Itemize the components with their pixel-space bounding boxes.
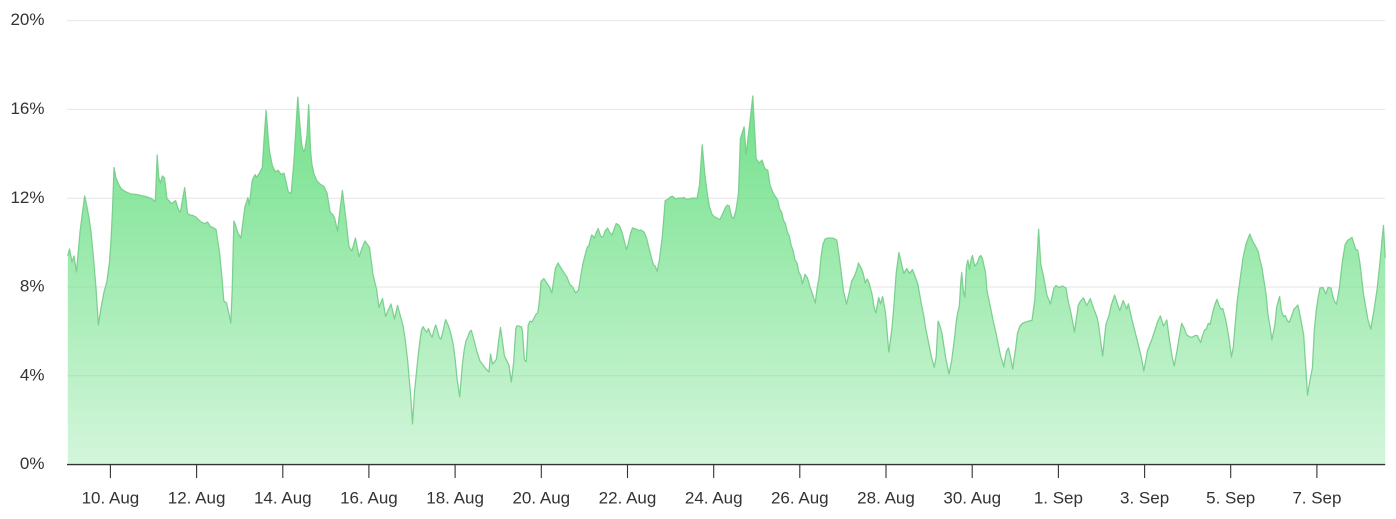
svg-text:1. Sep: 1. Sep bbox=[1034, 488, 1083, 507]
svg-text:3. Sep: 3. Sep bbox=[1120, 488, 1169, 507]
svg-text:16. Aug: 16. Aug bbox=[340, 488, 398, 507]
svg-text:26. Aug: 26. Aug bbox=[771, 488, 829, 507]
svg-text:28. Aug: 28. Aug bbox=[857, 488, 915, 507]
svg-text:4%: 4% bbox=[20, 365, 45, 384]
svg-text:10. Aug: 10. Aug bbox=[82, 488, 140, 507]
svg-text:16%: 16% bbox=[10, 99, 44, 118]
svg-text:12. Aug: 12. Aug bbox=[168, 488, 226, 507]
svg-text:5. Sep: 5. Sep bbox=[1206, 488, 1255, 507]
svg-text:20. Aug: 20. Aug bbox=[512, 488, 570, 507]
svg-text:12%: 12% bbox=[10, 188, 44, 207]
svg-text:22. Aug: 22. Aug bbox=[599, 488, 657, 507]
svg-text:24. Aug: 24. Aug bbox=[685, 488, 743, 507]
svg-text:30. Aug: 30. Aug bbox=[943, 488, 1001, 507]
svg-text:18. Aug: 18. Aug bbox=[426, 488, 484, 507]
svg-text:8%: 8% bbox=[20, 277, 45, 296]
svg-text:0%: 0% bbox=[20, 454, 45, 473]
svg-text:14. Aug: 14. Aug bbox=[254, 488, 312, 507]
svg-text:20%: 20% bbox=[10, 10, 44, 29]
svg-text:7. Sep: 7. Sep bbox=[1292, 488, 1341, 507]
